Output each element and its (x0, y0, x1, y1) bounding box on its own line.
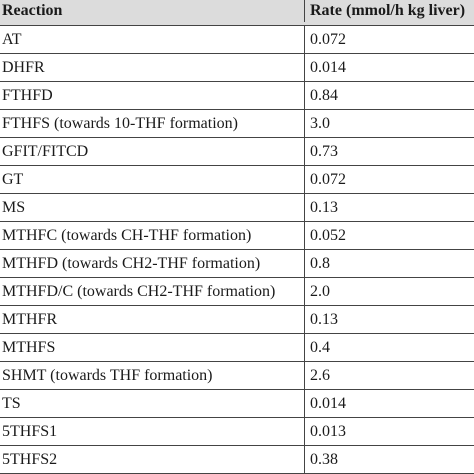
rate-cell: 0.072 (310, 30, 346, 48)
rate-cell: 0.13 (310, 198, 338, 216)
rate-cell: 0.013 (310, 422, 346, 440)
rate-cell: 0.014 (310, 58, 346, 76)
reaction-cell: GFIT/FITCD (0, 137, 305, 166)
rate-cell: 0.014 (310, 394, 346, 412)
reaction-cell: TS (0, 389, 305, 418)
table-row: MTHFD/C (towards CH2-THF formation) 2.0 (0, 277, 474, 306)
rate-cell: 0.4 (310, 338, 330, 356)
table-row: AT 0.072 (0, 25, 474, 54)
table-row: FTHFS (towards 10-THF formation) 3.0 (0, 109, 474, 138)
rate-cell: 2.0 (310, 282, 330, 300)
table-row: FTHFD 0.84 (0, 81, 474, 110)
reaction-cell: SHMT (towards THF formation) (0, 361, 305, 390)
reaction-cell: MS (0, 193, 305, 222)
table-row: TS 0.014 (0, 389, 474, 418)
table-row: GFIT/FITCD 0.73 (0, 137, 474, 166)
reaction-cell: 5THFS2 (0, 445, 305, 474)
reaction-cell: 5THFS1 (0, 417, 305, 446)
table-row: SHMT (towards THF formation) 2.6 (0, 361, 474, 390)
rate-cell: 0.072 (310, 170, 346, 188)
rate-cell: 0.73 (310, 142, 338, 160)
reaction-cell: MTHFD/C (towards CH2-THF formation) (0, 277, 305, 306)
table-row: MTHFD (towards CH2-THF formation) 0.8 (0, 249, 474, 278)
table-row: 5THFS2 0.38 (0, 445, 474, 474)
header-cell: Reaction (0, 0, 305, 22)
reaction-cell: MTHFR (0, 305, 305, 334)
table-row: MS 0.13 (0, 193, 474, 222)
reaction-cell: MTHFS (0, 333, 305, 362)
rate-cell: 0.38 (310, 450, 338, 468)
rate-cell: 0.13 (310, 310, 338, 328)
header-row: Reaction Rate (mmol/h kg liver) (0, 0, 474, 26)
rate-cell: 0.052 (310, 226, 346, 244)
rate-cell: 2.6 (310, 366, 330, 384)
reaction-cell: FTHFD (0, 81, 305, 110)
reaction-cell: GT (0, 165, 305, 194)
rate-cell: 3.0 (310, 114, 330, 132)
rate-cell: 0.8 (310, 254, 330, 272)
table-row: 5THFS1 0.013 (0, 417, 474, 446)
reaction-cell: FTHFS (towards 10-THF formation) (0, 109, 305, 138)
table-row: MTHFC (towards CH-THF formation) 0.052 (0, 221, 474, 250)
reaction-cell: MTHFD (towards CH2-THF formation) (0, 249, 305, 278)
table-row: MTHFR 0.13 (0, 305, 474, 334)
reaction-cell: DHFR (0, 53, 305, 82)
reaction-cell: AT (0, 25, 305, 54)
reaction-cell: MTHFC (towards CH-THF formation) (0, 221, 305, 250)
rate-cell: 0.84 (310, 86, 338, 104)
table-row: MTHFS 0.4 (0, 333, 474, 362)
header-cell: Rate (mmol/h kg liver) (310, 2, 466, 19)
table-row: GT 0.072 (0, 165, 474, 194)
table-row: DHFR 0.014 (0, 53, 474, 82)
